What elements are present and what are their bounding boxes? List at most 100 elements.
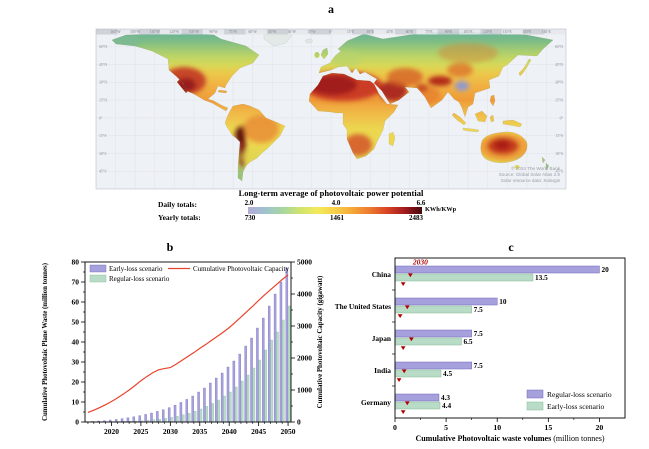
svg-text:30: 30 [72,358,80,367]
svg-text:105°W: 105°W [189,30,200,34]
svg-text:2000: 2000 [297,354,312,363]
daily-tick-mid: 4.0 [331,199,341,207]
svg-text:13.5: 13.5 [535,273,548,282]
svg-text:150°W: 150°W [130,30,141,34]
svg-text:10: 10 [499,297,507,306]
panel-b-label: b [166,240,174,254]
svg-text:50: 50 [72,318,80,327]
svg-text:20: 20 [72,378,80,387]
svg-text:45°E: 45°E [386,30,394,34]
svg-text:Early-loss scenario: Early-loss scenario [547,402,605,411]
svg-text:15°N: 15°N [99,99,107,103]
svg-text:2025: 2025 [133,427,148,436]
map-panel: 165°W 150°W 135°W 120°W 105°W 90°W 75°W 60°W 45°… [95,28,567,190]
svg-text:Early-loss scenario: Early-loss scenario [109,265,163,273]
svg-text:15°W: 15°W [307,30,316,34]
legend-panel-c: Regular-loss scenario Early-loss scenario [526,389,612,411]
svg-text:0: 0 [297,418,301,427]
svg-text:45°N: 45°N [555,63,563,67]
svg-text:90°W: 90°W [209,30,218,34]
svg-text:7.5: 7.5 [474,305,483,314]
panel-a-label: a [328,2,334,16]
map-frame [95,28,567,190]
category-label: Japan [372,334,391,343]
svg-text:4.3: 4.3 [441,393,450,402]
year-2030-markers [396,273,414,414]
svg-text:4.4: 4.4 [442,401,451,410]
attribution-line: © 2024 The World Bank [511,166,560,171]
svg-text:60°W: 60°W [248,30,257,34]
daily-tick-max: 6.6 [416,199,426,207]
svg-text:40: 40 [72,338,80,347]
svg-text:70: 70 [72,278,80,287]
yearly-tick-mid: 1461 [330,214,344,222]
map-title: Long-term average of photovoltaic power … [238,188,424,198]
svg-text:15: 15 [544,423,552,432]
svg-text:105°E: 105°E [464,30,474,34]
category-label: India [374,366,391,375]
country-bars [394,265,600,410]
attribution-line: Solar resource data: Solargis [500,177,560,183]
map-longitude-labels: 165°W 150°W 135°W 120°W 105°W 90°W 75°W 60°W 45°… [110,30,551,34]
svg-text:150°E: 150°E [522,30,532,34]
svg-text:45°N: 45°N [99,63,107,67]
svg-text:0°: 0° [560,116,564,120]
colorbar [248,207,422,214]
y-axis-right-label: Cumulative Photovoltaic Capacity (gigawa… [317,276,324,409]
svg-text:15°S: 15°S [99,134,106,138]
svg-text:0: 0 [75,418,79,427]
svg-text:120°W: 120°W [169,30,180,34]
svg-text:7.5: 7.5 [474,329,483,338]
svg-text:10: 10 [72,398,80,407]
svg-text:Cumulative Photovoltaic Capaci: Cumulative Photovoltaic Capacity [193,265,289,273]
plot-frame [394,257,626,419]
svg-text:60°N: 60°N [555,45,563,49]
legend-panel-b: Early-loss scenario Regular-loss scenario… [89,264,289,283]
world-map: 165°W 150°W 135°W 120°W 105°W 90°W 75°W 60°W 45°… [95,28,567,190]
axes: China The United States Japan India Germany 0… [335,270,604,432]
svg-text:7.5: 7.5 [474,361,483,370]
svg-text:1000: 1000 [297,386,312,395]
svg-text:15°N: 15°N [555,99,563,103]
svg-text:20: 20 [601,265,609,274]
colorbar-unit: KWh/KWp [425,206,457,213]
svg-text:90°E: 90°E [445,30,453,34]
svg-text:Regular-loss scenario: Regular-loss scenario [547,390,612,399]
svg-text:5000: 5000 [297,258,312,267]
svg-text:60°E: 60°E [406,30,414,34]
svg-text:30°S: 30°S [99,152,106,156]
svg-text:15°E: 15°E [347,30,355,34]
svg-text:30°N: 30°N [99,81,107,85]
panel-c-label: c [508,240,514,254]
svg-text:2035: 2035 [192,427,207,436]
svg-text:2045: 2045 [251,427,266,436]
x-axis-label: Cumulative Photovoltaic waste volumes (m… [415,434,604,443]
map-attribution: © 2024 The World Bank Source: Global Sol… [400,166,560,183]
svg-text:120°E: 120°E [483,30,493,34]
annotation-2030: 2030 [412,258,428,267]
yearly-tick-max: 2483 [409,214,423,222]
svg-text:0°: 0° [329,30,333,34]
svg-text:45°S: 45°S [99,170,106,174]
svg-text:30°E: 30°E [367,30,375,34]
bars-regular-loss [87,305,291,423]
category-label: Germany [361,398,391,407]
capacity-line [87,274,289,413]
y-axis-left-label: Cumulative Photovoltaic Plane Waste (mil… [42,263,49,421]
svg-text:2030: 2030 [163,427,178,436]
daily-totals-label: Daily totals: [158,200,197,209]
map-iceland [305,38,313,44]
svg-text:80: 80 [72,258,80,267]
svg-text:5: 5 [444,423,448,432]
svg-text:30°N: 30°N [555,81,563,85]
svg-text:135°E: 135°E [503,30,513,34]
svg-text:60: 60 [72,298,80,307]
map-scale-band [96,29,566,35]
svg-text:15°S: 15°S [556,134,563,138]
svg-text:2050: 2050 [281,427,296,436]
svg-text:75°W: 75°W [229,30,238,34]
svg-text:Regular-loss scenario: Regular-loss scenario [109,275,170,283]
category-label: The United States [335,302,391,311]
